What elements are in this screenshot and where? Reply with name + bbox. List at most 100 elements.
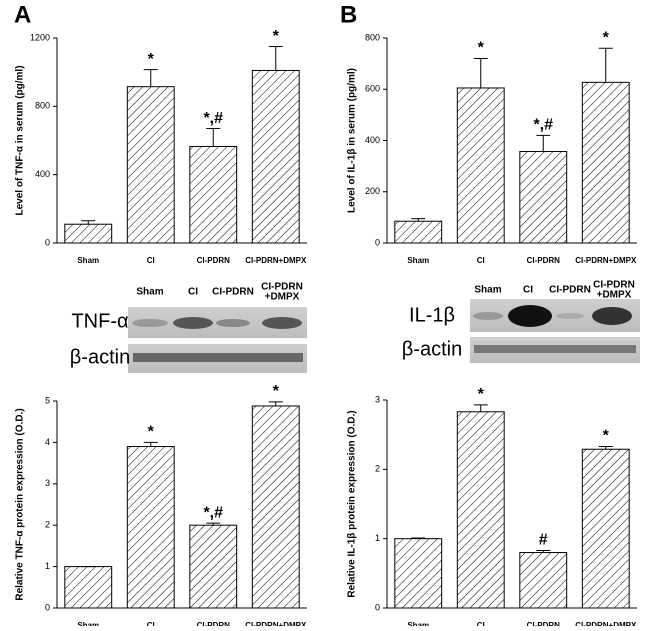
blot-header: CI — [188, 287, 198, 298]
x-tick-label: Sham — [407, 256, 429, 265]
panel-label: B — [340, 1, 357, 28]
bar — [64, 223, 113, 244]
error-bar — [206, 128, 221, 147]
x-tick-label: CI-PDRN — [527, 256, 561, 265]
x-tick-label: CI-PDRN — [197, 256, 231, 265]
significance-label: * — [603, 29, 610, 46]
blot-header: +DMPX — [597, 290, 632, 301]
blot-header: CI-PDRN — [261, 282, 303, 293]
x-tick-label: CI-PDRN+DMPX — [575, 621, 637, 626]
bar — [456, 87, 505, 244]
y-tick-label: 800 — [365, 32, 380, 42]
bar — [251, 405, 300, 609]
y-tick-label: 0 — [45, 237, 50, 247]
bar — [394, 538, 443, 609]
y-tick-label: 1200 — [30, 32, 50, 42]
blot-row-label: β-actin — [70, 346, 130, 368]
bar — [519, 151, 568, 244]
x-tick-label: CI-PDRN+DMPX — [245, 621, 307, 626]
error-bar — [411, 537, 426, 539]
y-axis-label: Relative IL-1β protein expression (O.D.) — [347, 410, 358, 597]
y-tick-label: 800 — [35, 101, 50, 111]
blot-header: CI-PDRN — [212, 287, 254, 298]
blot-header: Sham — [474, 285, 501, 296]
y-tick-label: 1 — [375, 533, 380, 543]
blot-row-label: IL-1β — [409, 304, 455, 326]
bar — [126, 446, 175, 609]
y-tick-label: 400 — [365, 135, 380, 145]
bar — [126, 86, 175, 244]
bar — [189, 145, 238, 244]
significance-label: * — [478, 40, 485, 57]
blot-header: CI — [523, 285, 533, 296]
error-bar — [536, 134, 551, 152]
bar — [394, 220, 443, 244]
blot-row-label: β-actin — [402, 338, 462, 360]
significance-label: # — [539, 532, 548, 549]
error-bar — [598, 445, 613, 450]
x-tick-label: CI-PDRN+DMPX — [575, 256, 637, 265]
x-tick-label: Sham — [77, 256, 99, 265]
error-bar — [143, 441, 158, 447]
y-tick-label: 0 — [375, 237, 380, 247]
x-tick-label: CI — [477, 621, 485, 626]
significance-label: * — [273, 383, 280, 400]
y-tick-label: 2 — [375, 464, 380, 474]
error-bar — [81, 220, 96, 225]
significance-label: * — [148, 424, 155, 441]
bar — [581, 448, 630, 609]
bar — [189, 524, 238, 609]
blot-image — [128, 299, 640, 373]
error-bar — [536, 549, 551, 553]
x-tick-label: CI — [147, 621, 155, 626]
significance-label: * — [603, 428, 610, 445]
bar — [251, 69, 300, 244]
error-bar — [143, 69, 158, 87]
significance-label: *,# — [203, 504, 223, 521]
bar — [64, 566, 113, 609]
y-tick-label: 3 — [45, 478, 50, 488]
bar — [519, 552, 568, 609]
y-tick-label: 2 — [45, 520, 50, 530]
error-bar — [473, 404, 488, 412]
y-tick-label: 4 — [45, 437, 50, 447]
bar — [581, 81, 630, 244]
blot-header: CI-PDRN — [593, 280, 635, 291]
x-tick-label: CI-PDRN+DMPX — [245, 256, 307, 265]
x-tick-label: CI — [147, 256, 155, 265]
bar — [456, 411, 505, 609]
blot-row-label: TNF-α — [71, 310, 128, 332]
x-tick-label: CI — [477, 256, 485, 265]
error-bar — [268, 46, 283, 71]
y-tick-label: 5 — [45, 395, 50, 405]
y-tick-label: 3 — [375, 394, 380, 404]
y-axis-label: Level of TNF-α in serum (pg/ml) — [15, 65, 26, 215]
y-tick-label: 0 — [45, 602, 50, 612]
y-tick-label: 1 — [45, 561, 50, 571]
panel-label: A — [14, 1, 31, 28]
x-tick-label: Sham — [77, 621, 99, 626]
error-bar — [206, 522, 221, 526]
blot-header: Sham — [136, 287, 163, 298]
significance-label: *,# — [533, 117, 553, 134]
blot-header: +DMPX — [265, 292, 300, 303]
y-axis-label: Level of IL-1β in serum (pg/ml) — [347, 68, 358, 213]
significance-label: *,# — [203, 110, 223, 127]
y-tick-label: 0 — [375, 602, 380, 612]
y-tick-label: 600 — [365, 84, 380, 94]
x-tick-label: CI-PDRN — [197, 621, 231, 626]
error-bar — [268, 401, 283, 406]
error-bar — [598, 47, 613, 83]
y-axis-label: Relative TNF-α protein expression (O.D.) — [15, 408, 26, 600]
significance-label: * — [148, 51, 155, 68]
x-tick-label: Sham — [407, 621, 429, 626]
error-bar — [411, 218, 426, 222]
blot-header: CI-PDRN — [549, 285, 591, 296]
x-tick-label: CI-PDRN — [527, 621, 561, 626]
y-tick-label: 400 — [35, 169, 50, 179]
significance-label: * — [478, 386, 485, 403]
error-bar — [473, 58, 488, 88]
y-tick-label: 200 — [365, 186, 380, 196]
significance-label: * — [273, 28, 280, 45]
